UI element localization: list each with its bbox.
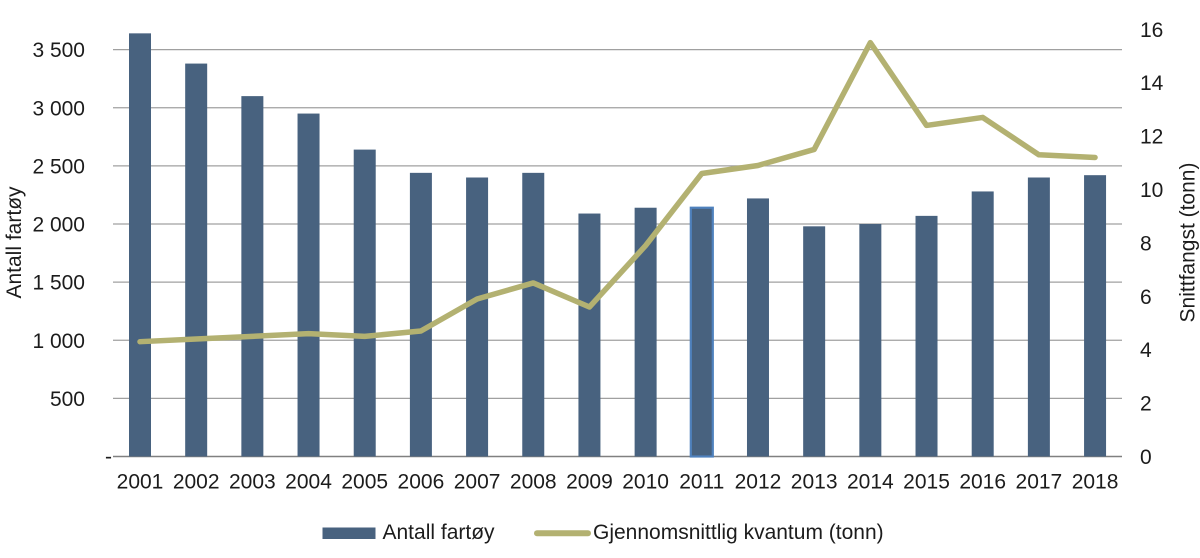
bar-2013	[803, 226, 826, 457]
x-axis-label: 2001	[117, 471, 164, 494]
x-axis-label: 2004	[285, 471, 332, 494]
left-axis-tick-label: 2 500	[32, 155, 85, 178]
bar-2012	[746, 198, 769, 457]
x-axis-label: 2018	[1072, 471, 1119, 494]
x-axis-label: 2005	[341, 471, 388, 494]
left-axis-tick-label: -	[105, 446, 112, 469]
gridlines	[113, 49, 1122, 399]
line-series	[137, 39, 1098, 345]
left-axis-tick-label: 1 500	[32, 272, 85, 295]
x-axis-label: 2011	[679, 471, 724, 494]
x-axis-label: 2002	[173, 471, 220, 494]
x-axis-label: 2007	[454, 471, 501, 494]
x-axis-label: 2003	[229, 471, 276, 494]
left-axis-tick-label: 2 000	[32, 214, 85, 237]
x-axis-label: 2014	[847, 471, 894, 494]
bar-2007	[466, 177, 489, 457]
bar-2003	[241, 96, 264, 457]
right-axis-tick-label: 14	[1140, 72, 1164, 95]
left-axis-tick-label: 3 500	[32, 39, 85, 62]
bar-2017	[1027, 177, 1050, 457]
bar-2001	[129, 33, 151, 457]
bar-2010	[634, 207, 657, 457]
right-axis-tick-label: 10	[1140, 179, 1163, 202]
bar-2011	[689, 206, 714, 458]
x-axis-label: 2010	[622, 471, 669, 494]
left-axis-tick-label: 1 000	[32, 330, 85, 353]
x-axis-label: 2013	[791, 471, 838, 494]
bar-2018	[1084, 175, 1107, 457]
axis-tick-labels: - 500 1 000 1 500 2 000 2 500 3 000 3 500 0 2 4 6 8 1…	[32, 19, 1163, 494]
bar-series	[129, 33, 1107, 458]
x-axis-label: 2012	[735, 471, 782, 494]
x-axis-label: 2017	[1016, 471, 1063, 494]
left-axis-tick-label: 3 000	[32, 97, 85, 120]
legend-item-line: Gjennomsnittlig kvantum (tonn)	[534, 521, 884, 544]
legend-item-bar: Antall fartøy	[322, 521, 496, 544]
bar-2016	[971, 191, 994, 457]
bar-2015	[915, 215, 938, 457]
bar-2014	[859, 224, 882, 457]
legend: Antall fartøy Gjennomsnittlig kvantum (t…	[322, 521, 884, 544]
x-axis-label: 2009	[566, 471, 613, 494]
right-axis-tick-label: 12	[1140, 126, 1163, 149]
right-axis-title: Snittfangst (tonn)	[1177, 163, 1200, 323]
bar-2009	[578, 213, 601, 457]
bar-2008	[522, 172, 545, 457]
right-axis-tick-label: 4	[1140, 339, 1152, 362]
x-axis-label: 2016	[959, 471, 1006, 494]
right-axis-tick-label: 8	[1140, 232, 1152, 255]
series-line	[137, 39, 1098, 345]
bar-2002	[185, 63, 208, 457]
legend-line-label: Gjennomsnittlig kvantum (tonn)	[593, 521, 884, 544]
right-axis-tick-label: 16	[1140, 19, 1163, 42]
bar-2006	[409, 172, 432, 457]
x-axis-label: 2015	[903, 471, 950, 494]
right-axis-tick-label: 6	[1140, 286, 1152, 309]
left-axis-title: Antall fartøy	[3, 186, 26, 299]
right-axis-tick-label: 2	[1140, 393, 1152, 416]
bar-2004	[297, 113, 320, 457]
x-axis-label: 2008	[510, 471, 557, 494]
right-axis-tick-label: 0	[1140, 446, 1152, 469]
bar-2005	[353, 149, 376, 457]
left-axis-tick-label: 500	[50, 388, 85, 411]
x-axis-label: 2006	[398, 471, 445, 494]
legend-bar-label: Antall fartøy	[383, 521, 496, 544]
legend-bar-swatch	[322, 527, 376, 539]
